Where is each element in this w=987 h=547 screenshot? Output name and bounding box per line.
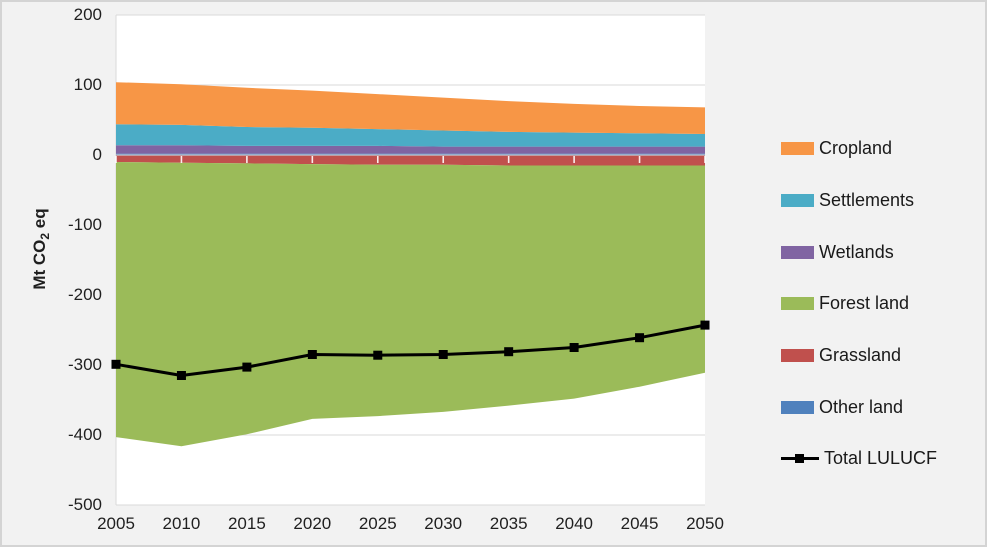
x-axis-tick-label-2020: 2020	[293, 514, 332, 533]
total-lulucf-marker-2045	[635, 333, 645, 343]
y-axis-tick-label--100: -100	[67, 215, 102, 234]
total-lulucf-marker-2015	[242, 362, 252, 372]
total-lulucf-marker-2030	[438, 350, 448, 359]
legend-label-cropland: Cropland	[819, 137, 893, 158]
other-land-swatch-icon	[781, 400, 814, 414]
x-axis-tick-label-2005: 2005	[97, 514, 135, 533]
x-axis-tick-label-2050: 2050	[686, 514, 724, 533]
legend-label-grassland: Grassland	[819, 344, 902, 365]
total-lulucf-line-marker-icon	[781, 452, 819, 465]
cropland-swatch-icon	[781, 141, 814, 155]
forest-land-swatch-icon	[781, 296, 814, 310]
x-axis-tick-label-2040: 2040	[555, 514, 594, 533]
total-lulucf-marker-2035	[504, 347, 514, 357]
y-axis-tick-label--400: -400	[67, 425, 102, 444]
x-axis-tick-label-2025: 2025	[358, 514, 397, 533]
x-axis-tick-label-2045: 2045	[620, 514, 659, 533]
area-settlements	[116, 124, 705, 147]
area-forest-land	[116, 162, 705, 447]
x-axis-tick-label-2030: 2030	[424, 514, 463, 533]
total-lulucf-marker-2020	[307, 350, 317, 359]
legend-item-settlements: Settlements	[781, 190, 914, 210]
legend-label-settlements: Settlements	[819, 189, 915, 210]
total-lulucf-marker-2025	[373, 350, 383, 360]
legend-item-cropland: Cropland	[781, 138, 892, 158]
y-axis-tick-label--500: -500	[67, 495, 102, 514]
grassland-swatch-icon	[781, 348, 814, 362]
area-wetlands	[116, 145, 705, 154]
legend-label-forest-land: Forest land	[819, 292, 910, 313]
legend-item-grassland: Grassland	[781, 345, 901, 365]
legend-item-total-lulucf: Total LULUCF	[781, 448, 937, 468]
legend-item-wetlands: Wetlands	[781, 242, 894, 262]
total-lulucf-marker-2010	[176, 371, 186, 380]
y-axis-tick-label--200: -200	[67, 285, 102, 304]
x-axis-tick-label-2035: 2035	[489, 514, 528, 533]
legend-label-wetlands: Wetlands	[819, 241, 894, 262]
wetlands-swatch-icon	[781, 245, 814, 259]
settlements-swatch-icon	[781, 193, 814, 207]
legend-item-other-land: Other land	[781, 397, 903, 417]
total-lulucf-marker-2040	[569, 343, 579, 352]
area-grassland	[116, 155, 705, 166]
x-axis-tick-label-2015: 2015	[227, 514, 266, 533]
legend-line-square	[795, 453, 804, 463]
y-axis-tick-label-200: 200	[73, 5, 102, 24]
y-axis-title-text: Mt CO	[30, 239, 49, 290]
total-lulucf-marker-2050	[700, 320, 710, 330]
chart-legend: Cropland Settlements Wetlands Forest land Gr…	[781, 2, 981, 545]
legend-item-forest-land: Forest land	[781, 293, 909, 313]
total-lulucf-line	[115, 323, 706, 377]
x-axis-tick-label-2010: 2010	[162, 514, 201, 533]
legend-label-other-land: Other land	[819, 396, 904, 417]
legend-label-total-lulucf: Total LULUCF	[824, 447, 938, 468]
y-axis-tick-label-0: 0	[92, 145, 102, 164]
total-lulucf-marker-2005	[111, 359, 121, 369]
y-axis-tick-label-100: 100	[73, 75, 102, 94]
y-axis-tick-label--300: -300	[67, 355, 102, 374]
area-cropland	[116, 82, 705, 134]
